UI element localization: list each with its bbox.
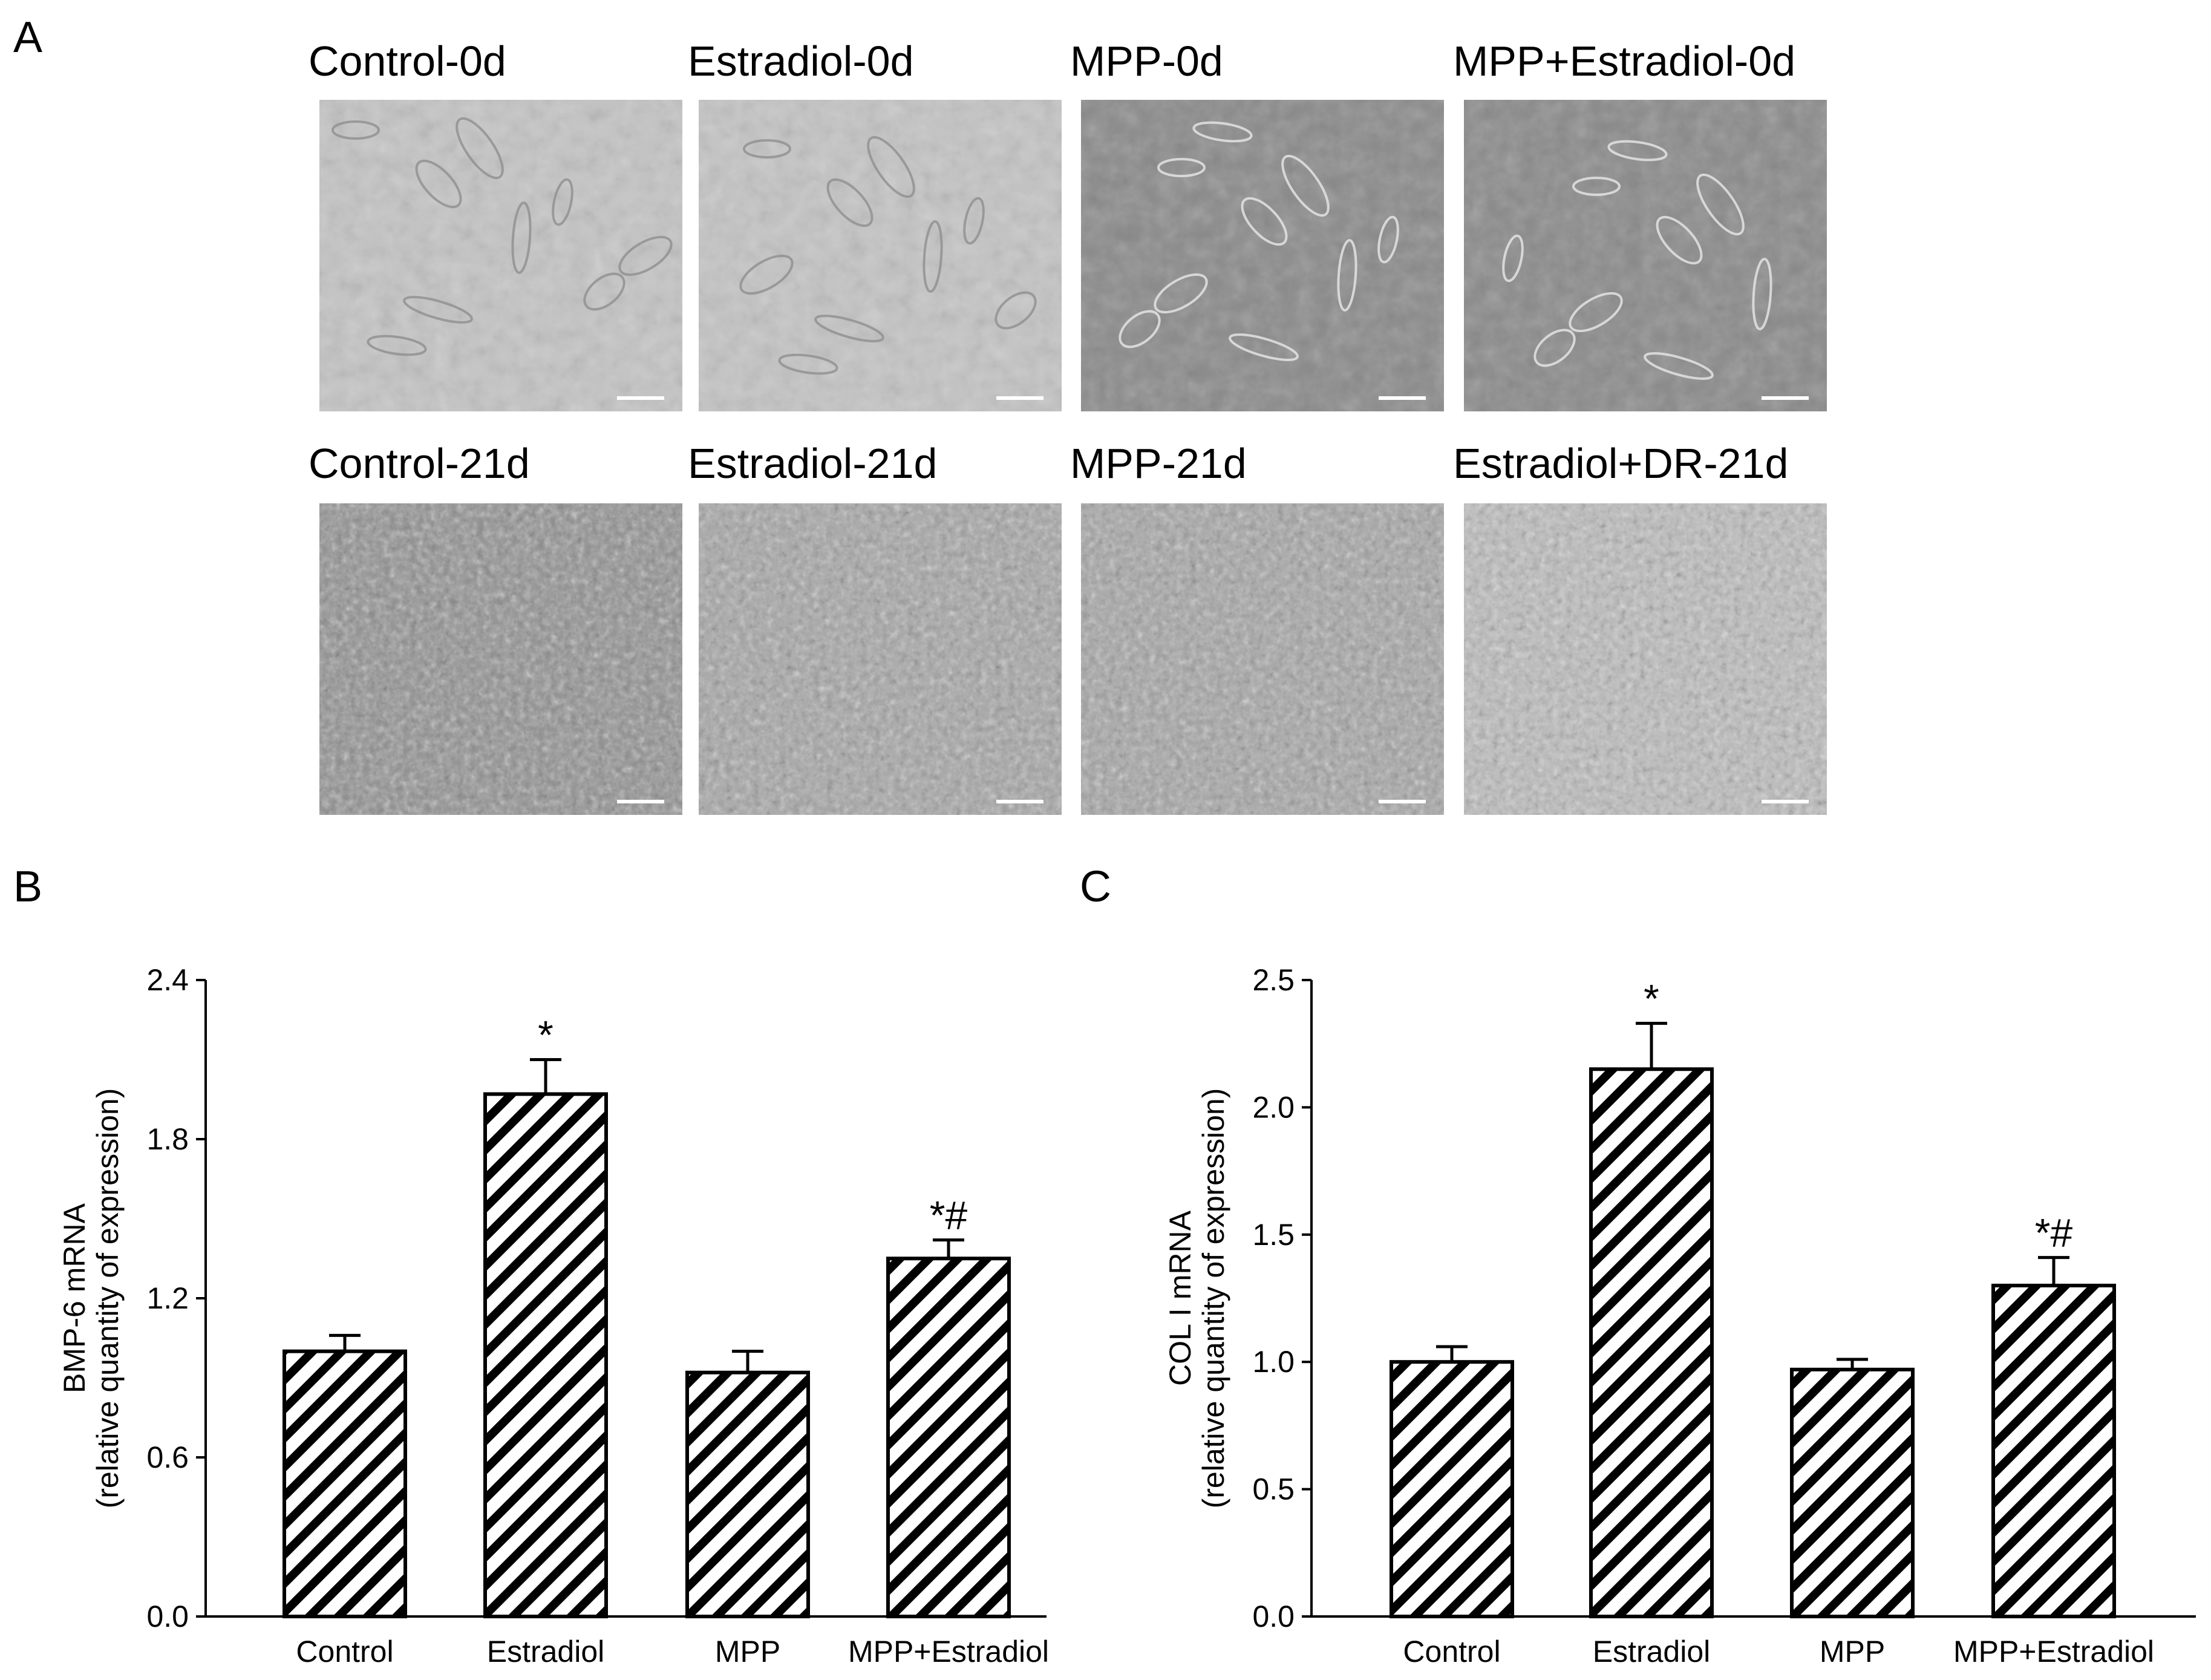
y-tick-label: 0.0: [1252, 1600, 1295, 1633]
micrograph-title: MPP+Estradiol-0d: [1453, 38, 1795, 85]
y-tick-label: 1.0: [1252, 1345, 1295, 1379]
y-axis-title: BMP-6 mRNA: [57, 1203, 91, 1393]
panel-label-a: A: [13, 13, 42, 62]
bar: [1790, 1367, 1915, 1618]
micrograph-title: Control-0d: [309, 38, 506, 85]
x-category-label: Control: [1403, 1635, 1500, 1669]
micrograph-image: [1464, 100, 1827, 411]
micrograph-image: [319, 100, 682, 411]
y-axis-title: COL I mRNA: [1163, 1210, 1197, 1385]
x-category-label: Estradiol: [1593, 1635, 1711, 1669]
col1-bar-chart: 0.0 0.5 1.0 1.5 2.0 2.5 COL I mRNA (relative qu…: [1163, 963, 2196, 1669]
bmp6-bar-chart: 0.0 0.6 1.2 1.8 2.4 BMP-6 mRNA (relative quant…: [57, 963, 1049, 1669]
bar: [282, 1349, 407, 1619]
y-tick-label: 2.5: [1252, 963, 1295, 997]
micrograph-image: [1081, 503, 1444, 815]
micrograph-title: Control-21d: [309, 440, 530, 487]
bar: [685, 1370, 810, 1619]
x-category-label: MPP+Estradiol: [848, 1635, 1049, 1669]
bar: [483, 1092, 608, 1618]
significance-marker: *: [1644, 976, 1659, 1021]
y-tick-label: 1.5: [1252, 1218, 1295, 1252]
micrograph-title: Estradiol-0d: [688, 38, 914, 85]
panel-label-b: B: [13, 863, 42, 911]
micrograph-image: [1464, 503, 1827, 815]
micrograph-image: [699, 503, 1062, 815]
y-tick-label: 1.2: [146, 1281, 189, 1315]
bar: [1390, 1360, 1514, 1618]
micrograph-grid: Control-0d Estradiol-0d MPP-0d MPP+Estradio…: [309, 38, 1827, 815]
x-category-label: Estradiol: [487, 1635, 605, 1669]
micrograph-title: Estradiol-21d: [688, 440, 937, 487]
significance-marker: *#: [930, 1193, 968, 1238]
micrograph-title: MPP-0d: [1070, 38, 1223, 85]
micrograph-image: [1081, 100, 1444, 411]
x-category-label: MPP+Estradiol: [1953, 1635, 2154, 1669]
x-category-label: Control: [296, 1635, 393, 1669]
micrograph-image: [319, 503, 682, 815]
y-axis-subtitle: (relative quantity of expression): [91, 1088, 125, 1509]
significance-marker: *#: [2035, 1211, 2073, 1255]
micrograph-title: MPP-21d: [1070, 440, 1247, 487]
bar: [886, 1257, 1011, 1618]
bar: [1991, 1283, 2116, 1618]
y-tick-label: 0.6: [146, 1440, 189, 1474]
x-category-label: MPP: [715, 1635, 780, 1669]
y-tick-label: 2.4: [146, 963, 189, 997]
x-category-label: MPP: [1820, 1635, 1885, 1669]
y-axis-subtitle: (relative quantity of expression): [1197, 1088, 1230, 1509]
y-tick-label: 0.0: [146, 1600, 189, 1633]
y-tick-label: 1.8: [146, 1122, 189, 1156]
micrograph-image: [699, 100, 1062, 411]
panel-label-c: C: [1080, 863, 1111, 911]
y-tick-label: 2.0: [1252, 1090, 1295, 1124]
y-tick-label: 0.5: [1252, 1472, 1295, 1506]
bar: [1589, 1067, 1714, 1618]
micrograph-title: Estradiol+DR-21d: [1453, 440, 1788, 487]
significance-marker: *: [538, 1013, 554, 1057]
